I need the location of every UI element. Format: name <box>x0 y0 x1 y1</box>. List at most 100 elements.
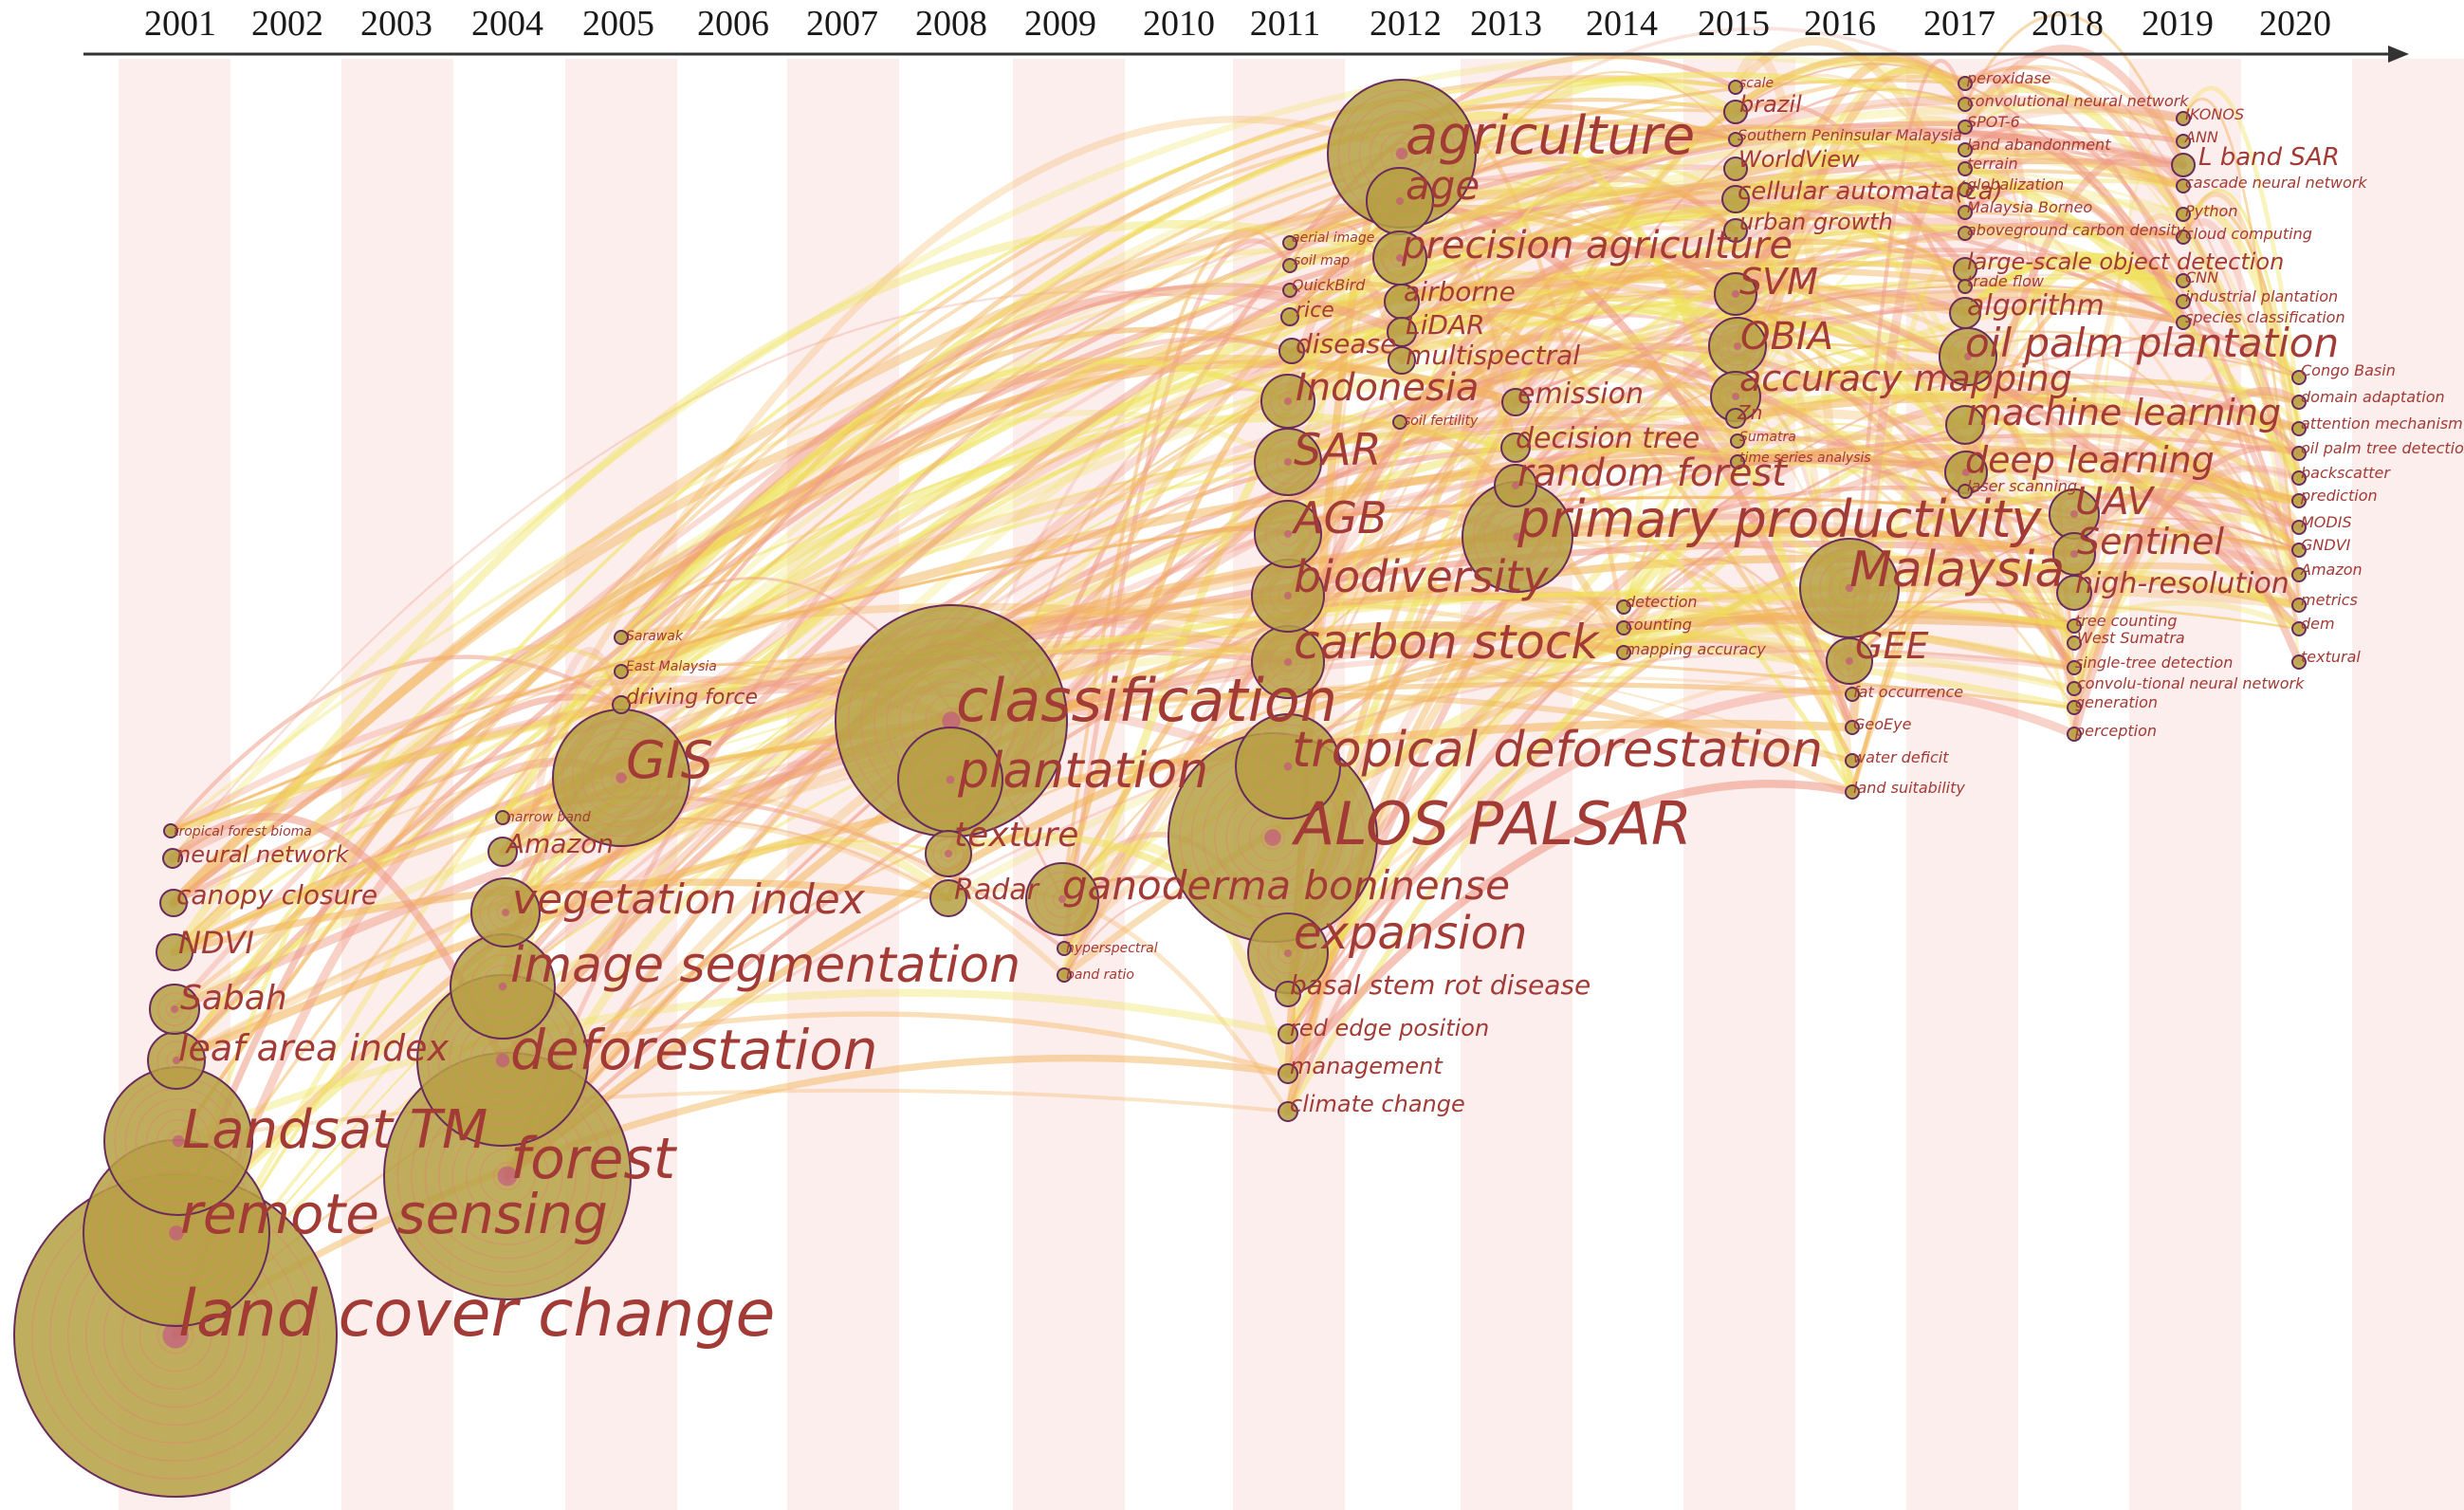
keyword-node[interactable] <box>1958 76 1973 91</box>
keyword-node[interactable] <box>1235 713 1341 819</box>
keyword-node[interactable] <box>1500 433 1531 463</box>
keyword-node[interactable] <box>1388 346 1416 375</box>
keyword-node[interactable] <box>1958 484 1973 499</box>
keyword-node[interactable] <box>1958 279 1973 294</box>
keyword-node[interactable] <box>2067 727 2082 742</box>
keyword-node[interactable] <box>1616 645 1631 660</box>
keyword-node[interactable] <box>1282 283 1297 298</box>
keyword-node[interactable] <box>2291 621 2307 636</box>
keyword-node[interactable] <box>2176 134 2191 149</box>
keyword-node[interactable] <box>1282 235 1297 250</box>
keyword-node[interactable] <box>103 1066 253 1216</box>
keyword-node[interactable] <box>1730 454 1745 470</box>
keyword-node[interactable] <box>1714 272 1757 316</box>
keyword-node[interactable] <box>2291 470 2307 486</box>
keyword-node[interactable] <box>1728 80 1743 95</box>
keyword-node[interactable] <box>2291 493 2307 508</box>
keyword-node[interactable] <box>1494 464 1537 507</box>
keyword-node[interactable] <box>1057 941 1072 956</box>
keyword-node[interactable] <box>2176 294 2191 309</box>
keyword-node[interactable] <box>2176 230 2191 245</box>
keyword-node[interactable] <box>1616 620 1631 635</box>
keyword-node[interactable] <box>1282 258 1297 273</box>
keyword-node[interactable] <box>2176 111 2191 126</box>
keyword-node[interactable] <box>2291 520 2307 535</box>
keyword-node[interactable] <box>614 630 629 645</box>
keyword-node[interactable] <box>1725 408 1746 429</box>
keyword-node[interactable] <box>612 695 631 714</box>
keyword-node[interactable] <box>1845 753 1860 768</box>
keyword-node[interactable] <box>2176 315 2191 330</box>
keyword-node[interactable] <box>1845 687 1860 702</box>
keyword-node[interactable] <box>1949 297 1981 329</box>
keyword-node[interactable] <box>2291 446 2307 461</box>
keyword-node[interactable] <box>1280 307 1299 326</box>
keyword-node[interactable] <box>1251 559 1325 633</box>
keyword-node[interactable] <box>2056 575 2092 611</box>
keyword-node[interactable] <box>929 879 967 917</box>
keyword-node[interactable] <box>614 664 629 679</box>
keyword-node[interactable] <box>2291 395 2307 410</box>
keyword-node[interactable] <box>1958 97 1973 112</box>
keyword-node[interactable] <box>1958 161 1973 176</box>
keyword-node[interactable] <box>1721 185 1750 213</box>
keyword-node[interactable] <box>1845 720 1860 735</box>
keyword-node[interactable] <box>1254 500 1322 568</box>
keyword-node[interactable] <box>2067 681 2082 696</box>
keyword-node[interactable] <box>2171 153 2196 177</box>
keyword-node[interactable] <box>1826 637 1873 685</box>
keyword-node[interactable] <box>1057 967 1072 983</box>
keyword-node[interactable] <box>495 810 510 825</box>
keyword-node[interactable] <box>1958 226 1973 241</box>
keyword-node[interactable] <box>2176 207 2191 222</box>
keyword-node[interactable] <box>1958 182 1973 197</box>
keyword-node[interactable] <box>925 830 972 877</box>
keyword-node[interactable] <box>835 604 1068 838</box>
keyword-node[interactable] <box>1392 414 1407 430</box>
keyword-node[interactable] <box>1275 981 1301 1007</box>
keyword-node[interactable] <box>149 984 200 1035</box>
keyword-node[interactable] <box>1730 433 1745 449</box>
keyword-node[interactable] <box>2291 421 2307 436</box>
keyword-node[interactable] <box>2291 598 2307 613</box>
keyword-node[interactable] <box>163 823 178 838</box>
keyword-node[interactable] <box>2067 618 2082 634</box>
keyword-node[interactable] <box>1945 405 1985 445</box>
keyword-node[interactable] <box>1254 428 1322 496</box>
keyword-node[interactable] <box>1958 205 1973 220</box>
keyword-node[interactable] <box>2067 700 2082 715</box>
keyword-node[interactable] <box>156 933 193 971</box>
keyword-node[interactable] <box>1278 1063 1298 1084</box>
keyword-node[interactable] <box>2291 567 2307 582</box>
keyword-node[interactable] <box>162 848 183 869</box>
keyword-node[interactable] <box>2291 654 2307 670</box>
keyword-node[interactable] <box>1278 1101 1298 1122</box>
keyword-node[interactable] <box>1025 862 1099 936</box>
keyword-node[interactable] <box>2176 273 2191 288</box>
keyword-node[interactable] <box>1278 338 1305 364</box>
keyword-node[interactable] <box>1845 784 1860 800</box>
keyword-node[interactable] <box>1616 599 1631 615</box>
keyword-node[interactable] <box>1958 142 1973 157</box>
keyword-node[interactable] <box>2176 178 2191 193</box>
keyword-node[interactable] <box>2067 635 2082 651</box>
keyword-node[interactable] <box>1944 451 1988 494</box>
keyword-node[interactable] <box>450 933 556 1040</box>
keyword-node[interactable] <box>2291 370 2307 385</box>
keyword-node[interactable] <box>1723 157 1748 181</box>
keyword-node[interactable] <box>470 877 541 948</box>
keyword-node[interactable] <box>1723 100 1748 124</box>
keyword-node[interactable] <box>2291 543 2307 558</box>
keyword-node[interactable] <box>1251 625 1325 699</box>
keyword-node[interactable] <box>1728 132 1743 147</box>
keyword-node[interactable] <box>897 727 1003 833</box>
keyword-node[interactable] <box>1723 218 1748 243</box>
keyword-node[interactable] <box>1501 388 1530 416</box>
keyword-node[interactable] <box>1958 120 1973 135</box>
keyword-node[interactable] <box>487 837 518 867</box>
keyword-node[interactable] <box>1278 1023 1298 1044</box>
keyword-node[interactable] <box>147 1031 206 1090</box>
keyword-node[interactable] <box>159 889 188 917</box>
keyword-node[interactable] <box>1260 374 1315 429</box>
keyword-node[interactable] <box>552 709 690 847</box>
